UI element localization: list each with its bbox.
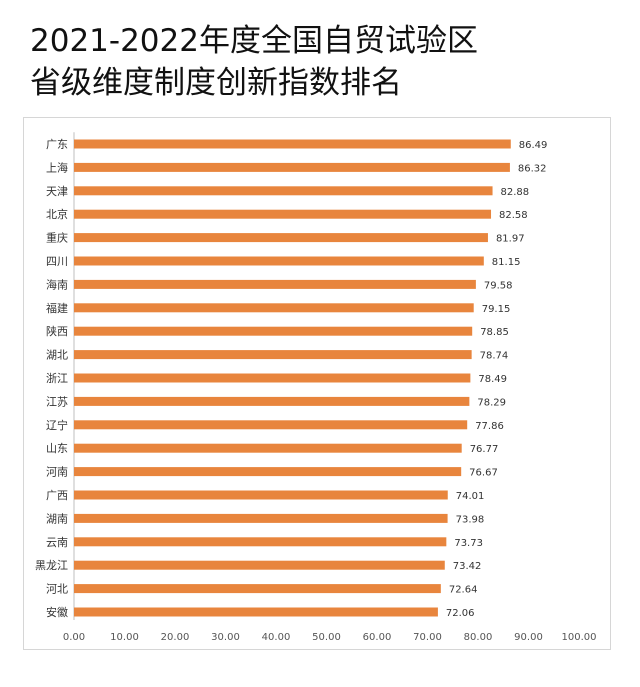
- data-label: 76.67: [469, 468, 498, 479]
- x-tick-label: 10.00: [110, 632, 139, 643]
- bar: [74, 467, 462, 477]
- category-label: 福建: [46, 301, 68, 315]
- category-label: 陕西: [46, 324, 68, 338]
- bar: [74, 279, 476, 289]
- bar: [74, 139, 511, 149]
- category-label: 河北: [46, 583, 68, 596]
- chart-title-line-2: 省级维度制度创新指数排名: [30, 65, 402, 101]
- data-label: 86.49: [519, 140, 548, 151]
- bar: [74, 233, 488, 243]
- category-label: 上海: [46, 160, 68, 174]
- data-label: 79.58: [484, 280, 513, 291]
- bar: [74, 373, 471, 383]
- data-label: 77.86: [475, 421, 504, 432]
- bar: [74, 303, 474, 313]
- data-label: 79.15: [482, 304, 511, 315]
- bar-chart: 广东 86.49 上海 86.32 天津 82.88 北京 82.58 重庆 81.97 四川 81.…: [35, 132, 597, 643]
- data-label: 73.42: [453, 561, 482, 572]
- bar: [74, 326, 473, 336]
- category-label: 广西: [46, 489, 68, 502]
- x-tick-label: 30.00: [211, 632, 240, 643]
- category-label: 黑龙江: [35, 559, 68, 572]
- data-label: 78.74: [480, 351, 509, 362]
- bar: [74, 560, 445, 570]
- bar: [74, 186, 493, 196]
- category-label: 湖北: [46, 349, 68, 362]
- bar: [74, 396, 470, 406]
- data-label: 73.73: [454, 538, 483, 549]
- category-label: 辽宁: [46, 418, 68, 432]
- x-tick-label: 80.00: [464, 632, 493, 643]
- x-tick-label: 50.00: [312, 632, 341, 643]
- x-tick-label: 20.00: [161, 632, 190, 643]
- data-label: 86.32: [518, 163, 547, 174]
- data-label: 78.49: [478, 374, 507, 385]
- category-label: 广东: [46, 138, 68, 151]
- category-label: 天津: [46, 185, 68, 198]
- category-label: 浙江: [46, 372, 68, 385]
- chart-title-line-1: 2021-2022年度全国自贸试验区: [30, 23, 478, 59]
- x-tick-label: 90.00: [514, 632, 543, 643]
- category-label: 云南: [46, 536, 68, 549]
- x-tick-label: 70.00: [413, 632, 442, 643]
- bar: [74, 537, 447, 547]
- category-label: 山东: [46, 442, 68, 455]
- data-label: 81.15: [492, 257, 521, 268]
- bar: [74, 607, 438, 617]
- data-label: 81.97: [496, 234, 525, 245]
- data-label: 78.29: [477, 397, 506, 408]
- chart-title: 2021-2022年度全国自贸试验区 省级维度制度创新指数排名: [30, 20, 478, 104]
- data-label: 82.88: [501, 187, 530, 198]
- category-label: 四川: [46, 255, 68, 268]
- x-tick-label: 60.00: [363, 632, 392, 643]
- bar: [74, 350, 472, 360]
- bar: [74, 490, 448, 500]
- bar: [74, 209, 492, 219]
- category-label: 重庆: [46, 231, 68, 245]
- data-label: 76.77: [470, 444, 499, 455]
- data-label: 74.01: [456, 491, 485, 502]
- bar: [74, 162, 510, 172]
- x-tick-label: 0.00: [63, 632, 85, 643]
- bar: [74, 513, 448, 523]
- category-label: 河南: [46, 466, 68, 479]
- category-label: 江苏: [46, 395, 68, 408]
- data-label: 72.06: [446, 608, 475, 619]
- data-label: 73.98: [456, 514, 485, 525]
- x-tick-label: 100.00: [562, 632, 597, 643]
- bar: [74, 420, 468, 430]
- category-label: 海南: [46, 277, 68, 291]
- bar: [74, 584, 441, 594]
- bar: [74, 256, 484, 266]
- chart-frame: 广东 86.49 上海 86.32 天津 82.88 北京 82.58 重庆 81.97 四川 81.…: [23, 117, 611, 650]
- data-label: 78.85: [480, 327, 509, 338]
- bar: [74, 443, 462, 453]
- data-label: 82.58: [499, 210, 528, 221]
- x-tick-label: 40.00: [262, 632, 291, 643]
- data-label: 72.64: [449, 585, 478, 596]
- category-label: 安徽: [46, 605, 68, 619]
- category-label: 北京: [46, 207, 68, 221]
- category-label: 湖南: [46, 512, 68, 525]
